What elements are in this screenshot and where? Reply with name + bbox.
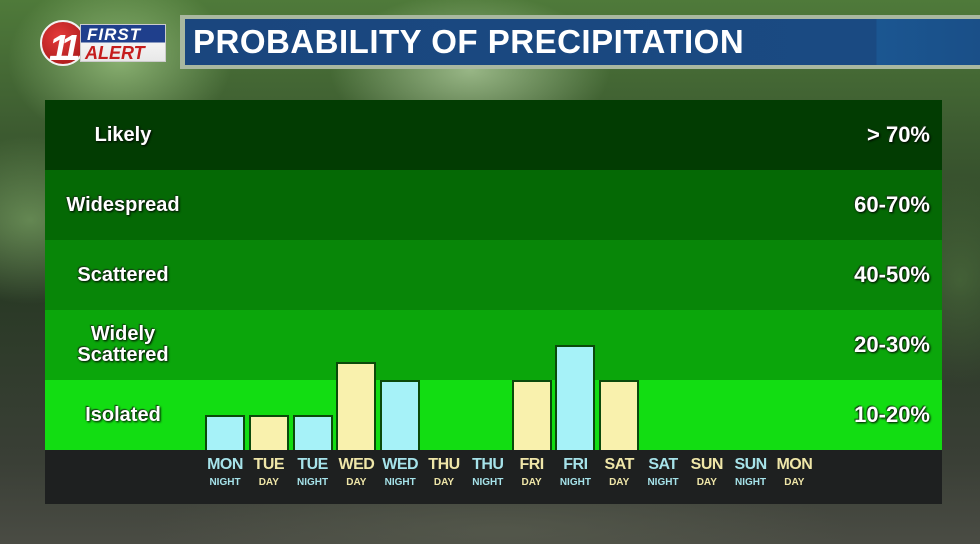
x-tick-day: FRI — [563, 456, 588, 473]
bar-sat-day — [599, 380, 640, 450]
x-tick-period: DAY — [346, 477, 367, 488]
band-range: 40-50% — [854, 262, 930, 287]
band-label: Widely Scattered — [77, 323, 169, 366]
x-tick-day: MON — [776, 456, 813, 473]
precipitation-chart: Likely > 70% Widespread 60-70% Scattered… — [45, 100, 942, 504]
x-tick-period: NIGHT — [559, 477, 591, 488]
x-tick: SAT NIGHT — [641, 456, 685, 490]
x-tick: TUE DAY — [247, 456, 291, 490]
bar-wed-day — [336, 362, 377, 450]
band-scattered: Scattered 40-50% — [45, 240, 942, 310]
x-tick: MON NIGHT — [203, 456, 247, 490]
x-tick-day: SUN — [734, 456, 767, 473]
band-widespread: Widespread 60-70% — [45, 170, 942, 240]
x-tick-period: NIGHT — [647, 477, 679, 488]
band-label: Likely — [94, 123, 152, 146]
band-range: 10-20% — [854, 402, 930, 427]
x-tick: SUN DAY — [685, 456, 729, 490]
x-tick-day: WED — [338, 456, 375, 473]
x-tick-day: MON — [207, 456, 243, 473]
band-label: Widespread — [66, 193, 180, 216]
x-tick-day: TUE — [253, 456, 285, 473]
title-bar-inner: PROBABILITY OF PRECIPITATION — [185, 19, 980, 65]
band-isolated: Isolated 10-20% — [45, 380, 942, 450]
page-title: PROBABILITY OF PRECIPITATION — [193, 23, 745, 60]
x-tick-period: DAY — [258, 477, 279, 488]
bar-series — [45, 100, 942, 450]
x-tick: TUE NIGHT — [291, 456, 335, 490]
bar-tue-day — [248, 415, 289, 450]
x-tick: SUN NIGHT — [729, 456, 773, 490]
x-tick-day: THU — [472, 456, 504, 473]
x-tick-day: TUE — [297, 456, 328, 473]
x-tick: WED NIGHT — [378, 456, 422, 490]
x-tick-period: NIGHT — [297, 477, 329, 488]
x-tick: THU DAY — [422, 456, 466, 490]
bar-wed-night — [380, 380, 421, 450]
x-tick-period: DAY — [433, 477, 455, 488]
x-tick-period: DAY — [609, 477, 630, 488]
x-tick-day: SAT — [604, 456, 635, 473]
x-tick-period: DAY — [696, 477, 717, 488]
x-tick-period: DAY — [521, 477, 542, 488]
x-tick: WED DAY — [334, 456, 378, 490]
band-range: 20-30% — [854, 332, 930, 357]
x-tick-period: NIGHT — [384, 477, 416, 488]
x-tick-period: DAY — [784, 477, 805, 488]
x-tick-period: NIGHT — [209, 477, 241, 488]
x-tick-day: SAT — [648, 456, 678, 473]
logo-wordmark: FIRST ALERT — [80, 24, 166, 63]
logo-channel-number: 11 — [49, 27, 80, 68]
band-label: Isolated — [85, 403, 161, 426]
band-range: 60-70% — [854, 192, 930, 217]
logo-alert-text: ALERT — [85, 43, 145, 63]
x-tick-day: FRI — [519, 456, 544, 473]
x-tick-day: SUN — [690, 456, 724, 473]
title-bar: PROBABILITY OF PRECIPITATION — [180, 15, 980, 69]
bar-fri-day — [511, 380, 552, 450]
band-likely: Likely > 70% — [45, 100, 942, 170]
x-tick: MON DAY — [772, 456, 816, 490]
x-tick-period: NIGHT — [735, 477, 767, 488]
x-tick-period: NIGHT — [472, 477, 504, 488]
x-tick: FRI NIGHT — [553, 456, 597, 490]
x-axis-strip: MON NIGHT TUE DAY TUE NIGHT WED DAY WED NIGHT THU D… — [45, 450, 942, 504]
bar-mon-night — [205, 415, 245, 450]
x-tick: SAT DAY — [597, 456, 641, 490]
band-range: > 70% — [867, 122, 930, 147]
bar-fri-night — [555, 345, 596, 450]
x-tick: FRI DAY — [510, 456, 554, 490]
first-alert-logo: 11 FIRST ALERT — [40, 18, 168, 66]
bar-tue-night — [292, 415, 333, 450]
band-widely-scattered: Widely Scattered 20-30% — [45, 310, 942, 380]
x-tick: THU NIGHT — [466, 456, 510, 490]
x-tick-day: THU — [428, 456, 460, 473]
x-tick-day: WED — [382, 456, 419, 473]
logo-first-text: FIRST — [87, 25, 142, 44]
logo-red-circle: 11 — [40, 20, 86, 66]
band-label: Scattered — [77, 263, 169, 286]
